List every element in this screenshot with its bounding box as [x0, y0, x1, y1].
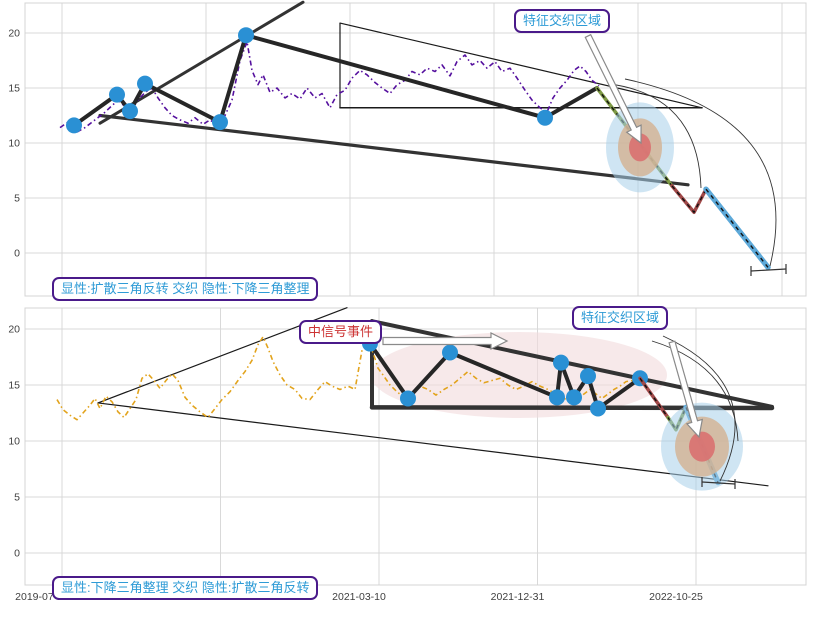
connector-arc	[651, 340, 739, 442]
y-tick-label: 15	[8, 380, 20, 392]
zigzag-line	[72, 33, 599, 128]
direction-arrow	[382, 332, 509, 350]
pivot-dot	[109, 86, 125, 103]
connector-arc	[624, 78, 777, 267]
pivot-dot	[537, 109, 553, 126]
y-tick-label: 0	[14, 248, 20, 260]
y-tick-label: 20	[8, 324, 20, 336]
connector-arc	[609, 83, 702, 189]
pivot-dot	[66, 117, 82, 134]
pivot-dot	[566, 389, 582, 406]
endpoint-error-bar	[750, 268, 787, 272]
explicit-pattern-line	[98, 113, 690, 187]
pivot-dot	[442, 344, 458, 361]
top-feature-zone-label: 特征交织区域	[514, 9, 611, 33]
pivot-dot	[590, 400, 606, 417]
explicit-pattern-line	[370, 319, 774, 409]
y-tick-label: 5	[14, 193, 20, 205]
y-tick-label: 0	[14, 548, 20, 560]
y-tick-label: 10	[8, 436, 20, 448]
top-pattern-label: 显性:扩散三角反转 交织 隐性:下降三角整理	[52, 277, 319, 301]
bullseye-ring	[629, 133, 651, 162]
pivot-dot	[137, 75, 153, 92]
price-line	[56, 336, 639, 421]
bottom-feature-zone-label: 特征交织区域	[572, 306, 669, 330]
plot-border	[24, 2, 807, 297]
bottom-pattern-label: 显性:下降三角整理 交织 隐性:扩散三角反转	[52, 576, 319, 600]
forecast-dash-overlay	[639, 377, 669, 418]
pivot-dot	[400, 390, 416, 407]
hidden-pattern-line	[97, 402, 769, 487]
x-tick-label: 2021-03-10	[332, 591, 386, 603]
pivot-dot	[238, 27, 254, 44]
forecast-dash-overlay	[671, 185, 707, 214]
pivot-dot	[549, 389, 565, 406]
pivot-dot	[122, 103, 138, 120]
plot-border	[24, 307, 807, 586]
top-chart: 0 5 10 15 20	[8, 0, 807, 297]
y-tick-label: 5	[14, 492, 20, 504]
endpoint-error-bar	[701, 481, 736, 485]
hidden-pattern-line	[339, 22, 703, 109]
y-tick-label: 20	[8, 28, 20, 40]
connector-arc	[662, 335, 736, 482]
x-tick-label: 2022-10-25	[649, 591, 703, 603]
forecast-dash-overlay	[705, 188, 769, 268]
target-arrow	[668, 340, 704, 439]
pivot-dot	[553, 354, 569, 371]
pivot-dot	[212, 114, 228, 131]
bullseye-ring	[689, 431, 715, 462]
pivot-dot	[580, 368, 596, 385]
signal-event-label: 中信号事件	[299, 320, 383, 344]
bottom-chart: 051015202019-07-162020-05-142021-03-1020…	[8, 307, 807, 603]
y-tick-label: 10	[8, 138, 20, 150]
y-tick-label: 15	[8, 83, 20, 95]
target-arrow	[584, 33, 642, 145]
x-tick-label: 2021-12-31	[491, 591, 545, 603]
